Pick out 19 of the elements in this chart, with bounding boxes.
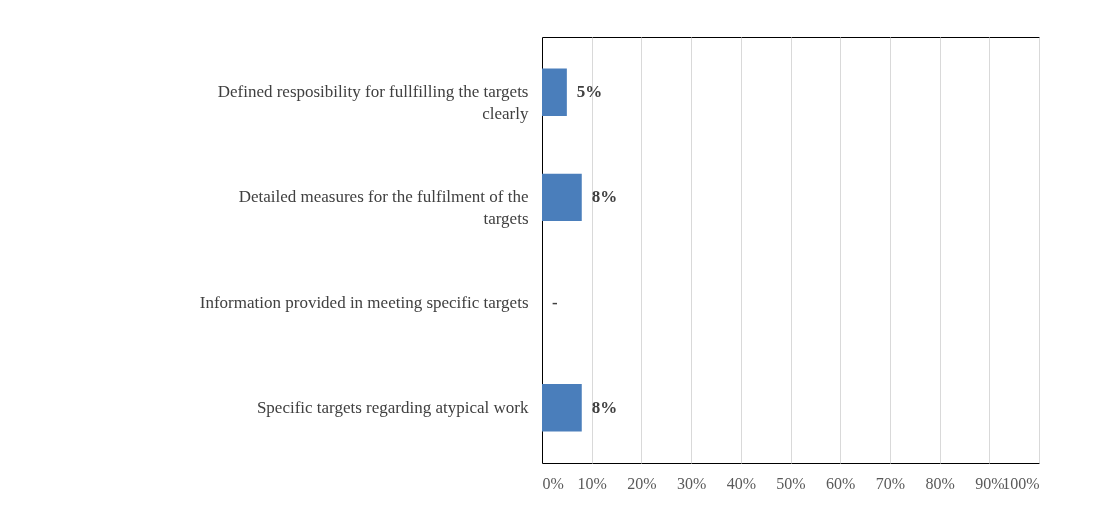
x-tick-label: 80% xyxy=(925,474,955,492)
x-tick-label: 100% xyxy=(1002,474,1040,492)
y-tick-label: Detailed measures for the fulfilment of the targets xyxy=(238,187,529,229)
x-tick-label: 40% xyxy=(726,474,756,492)
x-tick-label: 20% xyxy=(627,474,657,492)
data-label: - xyxy=(552,292,558,312)
x-tick-label: 10% xyxy=(577,474,607,492)
x-tick-label: 0% xyxy=(542,474,564,492)
data-label: 5% xyxy=(576,82,603,102)
x-tick-label: 60% xyxy=(826,474,856,492)
x-tick-label: 30% xyxy=(676,474,707,492)
y-tick-label: Information provided in meeting specific targets xyxy=(199,292,529,312)
data-label: 8% xyxy=(591,397,618,417)
y-tick-label: Specific targets regarding atypical work xyxy=(256,397,529,417)
y-tick-label: Defined resposibility for fullfilling the targets clearly xyxy=(217,82,529,124)
data-label: 8% xyxy=(591,187,618,207)
x-tick-label: 90% xyxy=(975,474,1005,492)
x-tick-label: 70% xyxy=(875,474,906,492)
x-tick-label: 50% xyxy=(776,474,806,492)
